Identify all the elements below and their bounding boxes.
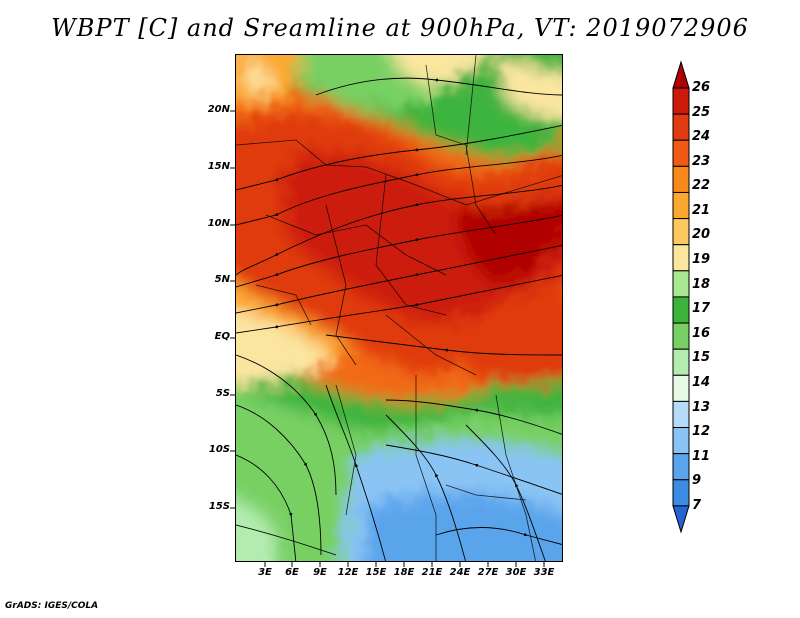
colorbar-swatch <box>672 296 690 324</box>
colorbar-label: 9 <box>692 473 702 489</box>
lon-label-9e: 9E <box>313 567 327 578</box>
colorbar-swatch <box>672 113 690 141</box>
colorbar-swatch <box>672 479 690 507</box>
colorbar-swatch <box>672 270 690 298</box>
colorbar-label: 20 <box>692 227 711 243</box>
colorbar-label: 19 <box>692 252 711 268</box>
colorbar-swatch <box>672 348 690 376</box>
colorbar-label: 18 <box>692 276 711 292</box>
lat-label-10n: 10N <box>207 218 230 229</box>
colorbar-swatch <box>672 139 690 167</box>
lon-label-18e: 18E <box>393 567 415 578</box>
lon-label-3e: 3E <box>258 567 272 578</box>
colorbar <box>672 60 690 534</box>
lon-label-24e: 24E <box>449 567 471 578</box>
colorbar-swatch <box>672 87 690 115</box>
lat-label-15s: 15S <box>208 501 230 512</box>
colorbar-swatch <box>672 400 690 429</box>
colorbar-label: 11 <box>692 448 711 464</box>
chart-title: WBPT [C] and Sreamline at 900hPa, VT: 20… <box>51 14 749 42</box>
lon-label-12e: 12E <box>337 567 359 578</box>
colorbar-label: 21 <box>692 202 711 218</box>
map-panel <box>235 54 563 562</box>
colorbar-label: 14 <box>692 374 711 390</box>
lat-label-eq: EQ <box>214 331 230 342</box>
colorbar-label: 16 <box>692 325 711 341</box>
lat-label-15n: 15N <box>207 161 230 172</box>
lon-label-27e: 27E <box>477 567 499 578</box>
grads-credit: GrADS: IGES/COLA <box>5 601 99 611</box>
colorbar-bottom-arrow <box>672 505 690 534</box>
colorbar-label: 24 <box>692 129 711 145</box>
colorbar-swatch <box>672 165 690 193</box>
colorbar-swatch <box>672 191 690 220</box>
colorbar-label: 12 <box>692 424 711 440</box>
lat-label-5s: 5S <box>215 388 230 399</box>
lon-label-15e: 15E <box>365 567 387 578</box>
lon-label-6e: 6E <box>285 567 299 578</box>
colorbar-label: 15 <box>692 350 711 366</box>
colorbar-swatch <box>672 374 690 402</box>
colorbar-swatch <box>672 244 690 272</box>
streamlines <box>236 77 562 561</box>
lon-label-33e: 33E <box>533 567 555 578</box>
colorbar-swatch <box>672 427 690 455</box>
wbpt-field <box>236 55 562 561</box>
colorbar-top-arrow <box>672 60 690 89</box>
lat-label-20n: 20N <box>207 104 230 115</box>
colorbar-label: 23 <box>692 153 711 169</box>
colorbar-label: 17 <box>692 301 711 317</box>
colorbar-label: 13 <box>692 399 711 415</box>
lon-label-30e: 30E <box>505 567 527 578</box>
lat-label-10s: 10S <box>208 444 230 455</box>
colorbar-label: 25 <box>692 104 711 120</box>
colorbar-label: 22 <box>692 178 711 194</box>
colorbar-swatch <box>672 218 690 246</box>
colorbar-swatch <box>672 453 690 481</box>
lat-label-5n: 5N <box>214 274 230 285</box>
colorbar-label: 26 <box>692 80 711 95</box>
colorbar-swatch <box>672 322 690 350</box>
colorbar-label: 7 <box>692 497 702 513</box>
lon-label-21e: 21E <box>421 567 443 578</box>
